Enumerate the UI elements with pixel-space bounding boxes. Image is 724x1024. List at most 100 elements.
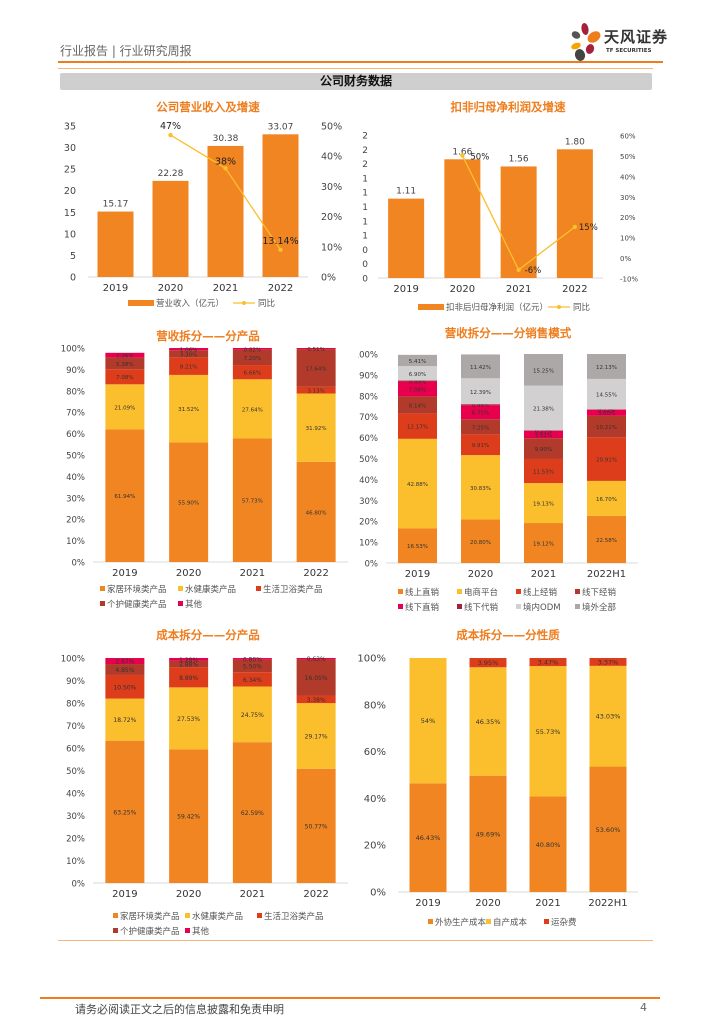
- cost-by-nature-chart: 成本拆分——分性质 0% 20% 40% 60% 80% 100% 46.43% 54% 201…: [357, 622, 658, 940]
- legend-label: 运杂费: [551, 917, 577, 928]
- y-right-tick-label: 30%: [321, 182, 342, 193]
- segment-label: 2.26%: [116, 354, 133, 360]
- segment-label: 12.13%: [596, 365, 617, 371]
- bar-segment: [105, 429, 145, 562]
- segment-label: 2.88%: [179, 662, 198, 669]
- legend-swatch: [575, 589, 580, 594]
- bar-segment: [587, 415, 626, 438]
- section-title: 公司财务数据: [60, 73, 652, 90]
- chart-title: 公司营业收入及增速: [156, 100, 260, 114]
- legend-swatch: [185, 913, 190, 918]
- segment-label: 16.70%: [596, 497, 617, 503]
- bar-segment: [232, 658, 272, 660]
- bar: [444, 159, 481, 278]
- bar-segment: [169, 442, 209, 562]
- segment-label: 4.85%: [115, 667, 134, 674]
- bar-segment: [232, 365, 272, 380]
- segment-label: 3.38%: [307, 697, 326, 704]
- x-tick-label: 2021: [240, 889, 265, 900]
- segment-label: 54%: [421, 717, 435, 725]
- bar-segment: [524, 354, 563, 386]
- y-tick-label: 20%: [359, 518, 378, 528]
- x-tick-label: 2022: [303, 889, 328, 900]
- x-tick-label: 2021: [240, 568, 265, 579]
- bar-segment: [524, 430, 563, 439]
- segment-label: 55.90%: [178, 501, 199, 507]
- y-tick-label: 30%: [66, 494, 85, 504]
- bar-segment: [589, 658, 627, 666]
- legend-label: 线下经销: [582, 587, 617, 598]
- x-tick-label: 2020: [450, 284, 475, 295]
- y-tick-label: 100%: [358, 351, 378, 361]
- y-tick-label: 40%: [66, 473, 85, 483]
- legend-swatch-point: [557, 305, 561, 309]
- y-left-tick-label: 25: [64, 165, 76, 176]
- bar-segment: [469, 667, 507, 776]
- bar-segment: [296, 658, 336, 660]
- segment-label: 46.35%: [476, 718, 501, 726]
- bar-segment: [398, 413, 437, 439]
- bar-segment: [105, 674, 145, 699]
- bar-segment: [296, 659, 336, 696]
- legend-swatch: [113, 913, 118, 918]
- bar-value-label: 1.11: [396, 187, 416, 197]
- bar-segment: [524, 483, 563, 524]
- bar-segment: [398, 354, 437, 367]
- x-tick-label: 2022: [303, 568, 328, 579]
- segment-label: 3.95%: [478, 659, 499, 667]
- chart-title: 成本拆分——分性质: [456, 628, 560, 642]
- bar-segment: [409, 783, 447, 892]
- legend-label: 电商平台: [464, 587, 498, 598]
- bar-value-label: 1.80: [565, 137, 585, 147]
- y-tick-label: 0%: [72, 559, 86, 569]
- y-left-tick-label: 1: [362, 189, 368, 199]
- bar-segment: [589, 665, 627, 767]
- bar-segment: [232, 672, 272, 687]
- legend-swatch-bar: [418, 304, 444, 310]
- bar-segment: [105, 352, 145, 358]
- revenue-chart: 公司营业收入及增速 0 5 10 15 20 25 30 35 0% 10% 20% 30% 40% 50…: [58, 96, 358, 318]
- y-right-tick-label: 40%: [321, 152, 342, 163]
- y-tick-label: 10%: [66, 857, 85, 867]
- legend-label: 生活卫浴类产品: [264, 911, 324, 922]
- y-right-tick-label: -10%: [620, 276, 638, 284]
- y-tick-label: 40%: [359, 476, 378, 486]
- bar-segment: [461, 404, 500, 406]
- x-tick-label: 2021: [531, 569, 556, 580]
- bar-segment: [232, 742, 272, 883]
- growth-point: [278, 247, 283, 253]
- y-tick-label: 100%: [358, 654, 386, 665]
- segment-label: 0.82%: [244, 347, 261, 353]
- x-tick-label: 2020: [158, 283, 183, 294]
- y-left-tick-label: 0: [362, 246, 368, 256]
- segment-label: 15.25%: [533, 368, 554, 374]
- segment-label: 2.67%: [115, 659, 134, 666]
- y-right-tick-label: 40%: [620, 173, 636, 181]
- bar-segment: [296, 349, 336, 387]
- legend-label: 其他: [192, 926, 210, 937]
- growth-label: 50%: [470, 152, 489, 162]
- segment-label: 27.53%: [177, 716, 200, 723]
- legend-label: 家居环境类产品: [107, 584, 167, 595]
- x-tick-label: 2021: [506, 284, 531, 295]
- chart-title: 营收拆分——分销售模式: [444, 326, 572, 340]
- segment-label: 0.63%: [307, 656, 326, 663]
- bar: [262, 134, 299, 277]
- segment-label: 7.20%: [244, 356, 261, 362]
- y-left-tick-label: 2: [362, 132, 368, 142]
- y-left-tick-label: 35: [64, 122, 76, 133]
- y-tick-label: 70%: [66, 409, 85, 419]
- segment-label: 50.77%: [305, 823, 328, 830]
- legend-label: 自产成本: [493, 917, 528, 928]
- legend-label: 线上直销: [405, 587, 440, 598]
- y-tick-label: 0%: [370, 888, 386, 899]
- bar-segment: [296, 348, 336, 350]
- bar-segment: [232, 686, 272, 743]
- segment-label: 29.17%: [305, 733, 328, 740]
- bar-segment: [461, 434, 500, 456]
- y-right-tick-label: 20%: [620, 214, 636, 222]
- bar: [556, 149, 593, 278]
- y-right-tick-label: 0%: [620, 255, 631, 263]
- bar-segment: [105, 664, 145, 675]
- bar-segment: [169, 357, 209, 375]
